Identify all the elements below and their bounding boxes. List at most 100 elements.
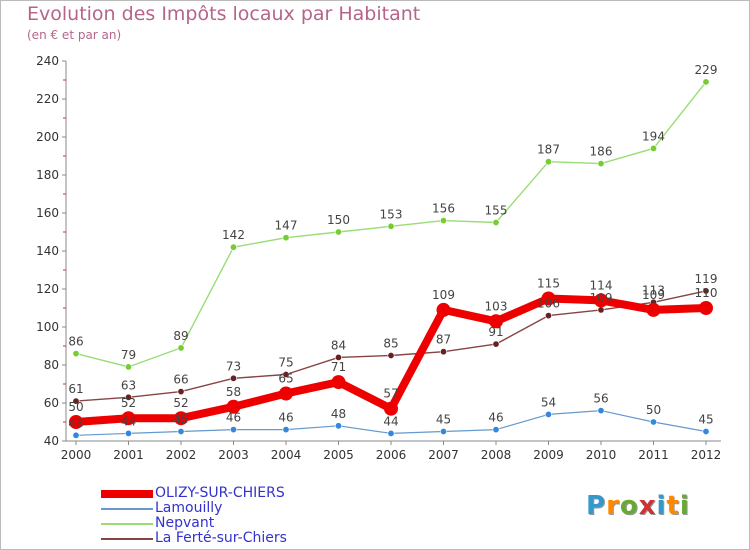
data-point (649, 418, 657, 426)
data-point (334, 422, 342, 430)
data-label: 119 (695, 272, 718, 286)
x-tick-label: 2002 (166, 448, 197, 462)
data-label: 84 (331, 338, 346, 352)
y-tick-label: 160 (36, 206, 59, 220)
data-point (436, 302, 451, 317)
data-point (69, 415, 83, 429)
data-label: 79 (121, 348, 136, 362)
data-point (279, 386, 293, 401)
data-label: 65 (278, 372, 293, 386)
data-label: 150 (327, 213, 350, 227)
legend-swatch (101, 507, 153, 510)
legend-label: OLIZY-SUR-CHIERS (155, 485, 285, 501)
data-point (649, 144, 657, 152)
logo-letter: t (666, 491, 680, 521)
data-label: 103 (485, 299, 508, 313)
y-tick-label: 60 (44, 396, 59, 410)
data-point (226, 399, 241, 414)
data-point (177, 427, 185, 435)
data-point (282, 370, 290, 378)
data-label: 52 (121, 396, 136, 410)
legend-label: Lamouilly (155, 500, 223, 516)
y-tick-label: 40 (44, 434, 59, 448)
x-tick-label: 2006 (376, 448, 407, 462)
data-point (699, 301, 713, 315)
data-label: 44 (121, 414, 136, 428)
data-point (492, 426, 500, 434)
data-point (331, 375, 346, 390)
x-tick-label: 2003 (218, 448, 249, 462)
data-point (334, 353, 342, 361)
data-point (492, 340, 500, 348)
data-label: 153 (380, 207, 403, 221)
data-label: 45 (436, 413, 451, 427)
data-point (597, 306, 605, 314)
data-point (177, 344, 185, 352)
y-tick-label: 100 (36, 320, 59, 334)
data-point (384, 401, 398, 416)
data-point (72, 350, 80, 358)
data-point (489, 314, 503, 329)
data-label: 115 (537, 277, 560, 291)
data-label: 46 (226, 411, 241, 425)
data-label: 106 (537, 297, 560, 311)
data-point (174, 411, 188, 426)
y-tick-label: 240 (36, 54, 59, 68)
data-label: 85 (383, 337, 398, 351)
data-label: 48 (331, 407, 346, 421)
x-tick-label: 2007 (428, 448, 459, 462)
data-label: 63 (121, 378, 136, 392)
data-point (334, 228, 342, 236)
data-point (230, 243, 238, 251)
data-label: 186 (590, 145, 613, 159)
data-label: 45 (698, 413, 713, 427)
data-point (121, 411, 136, 426)
data-label: 56 (593, 392, 608, 406)
data-label: 114 (590, 278, 613, 292)
legend-label: La Ferté-sur-Chiers (155, 530, 287, 546)
logo-letter: i (679, 491, 690, 521)
data-label: 109 (432, 288, 455, 302)
data-point (544, 410, 552, 418)
data-point (702, 78, 710, 86)
data-point (72, 397, 80, 405)
data-label: 61 (68, 382, 83, 396)
data-label: 155 (485, 204, 508, 218)
x-tick-label: 2008 (481, 448, 512, 462)
data-label: 58 (226, 385, 241, 399)
data-label: 75 (278, 356, 293, 370)
x-tick-label: 2000 (61, 448, 92, 462)
logo-letter: x (638, 491, 657, 521)
data-label: 194 (642, 129, 665, 143)
logo-letter: r (606, 491, 620, 521)
legend-label: Nepvant (155, 515, 215, 531)
data-label: 52 (173, 396, 188, 410)
data-label: 142 (222, 228, 245, 242)
data-label: 187 (537, 143, 560, 157)
data-label: 113 (642, 283, 665, 297)
chart-subtitle: (en € et par an) (27, 28, 122, 42)
data-label: 46 (488, 411, 503, 425)
data-point (282, 234, 290, 242)
logo-letter: o (619, 491, 639, 521)
x-tick-label: 2012 (691, 448, 722, 462)
data-label: 86 (68, 335, 83, 349)
data-label: 147 (275, 219, 298, 233)
data-point (387, 222, 395, 230)
legend-swatch (101, 522, 153, 525)
data-point (702, 287, 710, 295)
proxiti-logo: Proxiti (586, 491, 690, 521)
legend-swatch (101, 489, 153, 498)
data-label: 91 (488, 325, 503, 339)
data-point (702, 427, 710, 435)
data-point (230, 426, 238, 434)
data-point (125, 363, 133, 371)
x-tick-label: 2001 (113, 448, 144, 462)
data-label: 50 (68, 400, 83, 414)
data-label: 46 (278, 411, 293, 425)
y-tick-label: 180 (36, 168, 59, 182)
chart-title: Evolution des Impôts locaux par Habitant (27, 3, 421, 25)
data-point (230, 374, 238, 382)
data-label: 109 (642, 288, 665, 302)
